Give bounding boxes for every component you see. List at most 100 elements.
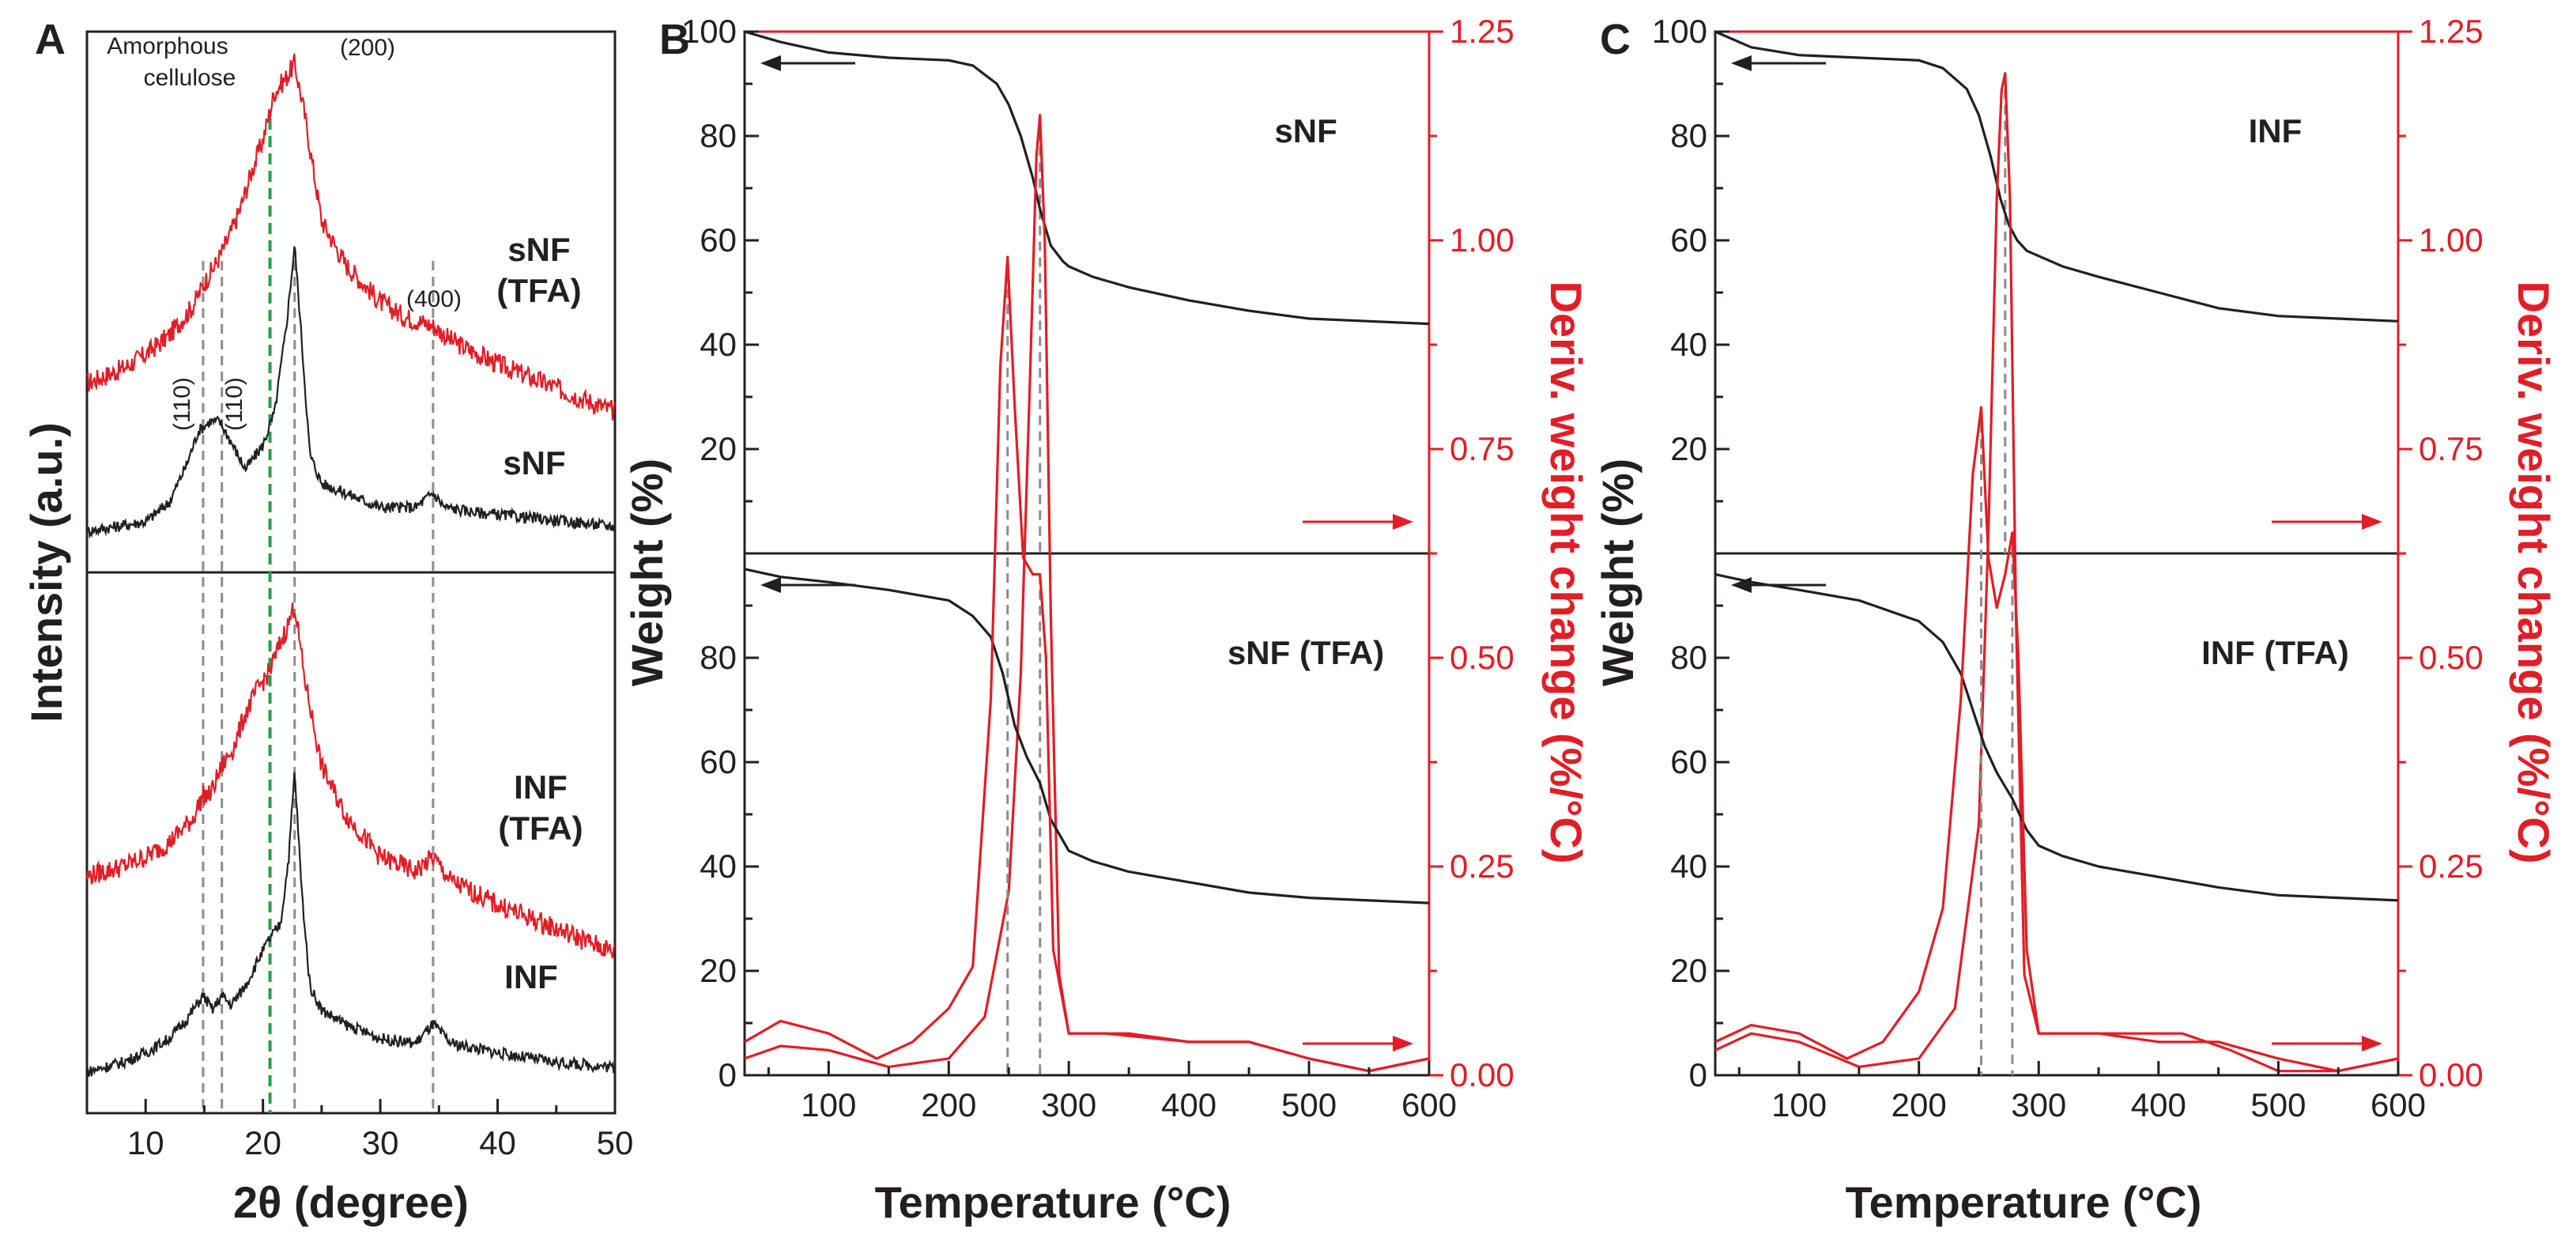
- tga-right-tick-label: 0.25: [1450, 848, 1514, 885]
- tga-left-tick-label: 40: [700, 848, 737, 885]
- tga-x-tick-label: 500: [1281, 1086, 1337, 1123]
- tga-left-tick-label: 60: [1670, 743, 1707, 780]
- weight-axis-arrow-head: [1731, 55, 1752, 71]
- xrd-x-tick-label: 20: [244, 1124, 281, 1161]
- weight-axis-arrow-head: [1731, 577, 1752, 593]
- tga-x-tick-label: 400: [1161, 1086, 1216, 1123]
- tga-x-tick-label: 200: [921, 1086, 976, 1123]
- xrd-series-label: (TFA): [498, 810, 583, 847]
- xrd-x-tick-label: 40: [479, 1124, 516, 1161]
- panel-b-content: 0.00 0.25 0.50 0.75 1.00 1.25 20 40 60 80 100 sNF 0 2…: [681, 13, 1514, 1123]
- panel-c-xlabel: Temperature (°C): [1846, 1177, 2202, 1227]
- tga-x-tick-label: 100: [801, 1086, 856, 1123]
- peak-200-label: (200): [340, 35, 395, 61]
- deriv-axis-arrow-head: [1393, 514, 1413, 530]
- panel-b: B 0.00 0.25 0.50 0.75 1.00 1.25 20 40 60 80 100 sNF…: [622, 13, 1591, 1227]
- deriv-axis-arrow-head: [2362, 514, 2382, 530]
- deriv-axis-arrow-head: [1393, 1036, 1413, 1052]
- tga-right-tick-label: 0.75: [1450, 430, 1514, 467]
- peak-110b-label: (110): [221, 377, 247, 431]
- tga-left-tick-label: 80: [700, 639, 737, 676]
- xrd-series-label: INF: [514, 768, 568, 806]
- tga-right-tick-label: 1.00: [1450, 221, 1514, 259]
- xrd-series-label: sNF: [503, 444, 565, 481]
- panel-c: C 0.00 0.25 0.50 0.75 1.00 1.25 20 40 60 80 100 INF…: [1593, 13, 2559, 1227]
- tga-right-tick-label: 1.25: [2419, 13, 2484, 50]
- panel-a-curves: [85, 53, 616, 1077]
- tga-left-tick-label: 40: [1670, 848, 1707, 885]
- peak-400-label: (400): [406, 286, 462, 312]
- tga-weight-curve: [1714, 30, 2399, 323]
- amorphous-label-line1: Amorphous: [107, 33, 228, 59]
- tga-left-tick-label: 100: [681, 13, 737, 50]
- peak-110a-label: (110): [169, 377, 195, 431]
- tga-deriv-curve: [744, 255, 1430, 1073]
- panel-a-letter: A: [35, 16, 66, 63]
- tga-right-tick-label: 0.25: [2419, 848, 2484, 885]
- xrd-series-label: INF: [504, 958, 558, 995]
- tga-right-tick-label: 0.75: [2419, 430, 2484, 467]
- tga-right-tick-label: 1.00: [2419, 221, 2484, 259]
- tga-left-tick-label: 40: [700, 326, 737, 363]
- weight-axis-arrow-head: [760, 55, 781, 71]
- panel-a-ylabel: Intensity (a.u.): [21, 422, 71, 723]
- tga-x-tick-label: 500: [2250, 1086, 2306, 1123]
- panel-c-ylabel-left: Weight (%): [1593, 459, 1643, 686]
- panel-c-ylabel-right: Deriv. weight change (%/°C): [2509, 281, 2559, 863]
- tga-left-tick-label: 80: [1670, 117, 1707, 154]
- tga-right-tick-label: 1.25: [1450, 13, 1514, 50]
- tga-left-tick-label: 100: [1652, 13, 1707, 50]
- tga-left-tick-label: 0: [1689, 1056, 1707, 1093]
- tga-right-tick-label: 0.50: [1450, 639, 1514, 676]
- tga-right-tick-label: 0.00: [2419, 1056, 2484, 1093]
- weight-axis-arrow-head: [760, 577, 781, 593]
- tga-right-tick-label: 0.00: [1450, 1056, 1514, 1093]
- panel-c-content: 0.00 0.25 0.50 0.75 1.00 1.25 20 40 60 80 100 INF 0 2…: [1652, 13, 2484, 1123]
- panel-b-ylabel-left: Weight (%): [622, 459, 672, 686]
- tga-left-tick-label: 40: [1670, 326, 1707, 363]
- tga-weight-curve: [744, 30, 1430, 326]
- tga-sample-label: INF (TFA): [2201, 634, 2349, 671]
- panel-c-letter: C: [1600, 16, 1631, 63]
- tga-deriv-curve: [744, 114, 1430, 1073]
- xrd-series-label: sNF: [507, 231, 570, 268]
- tga-left-tick-label: 60: [700, 743, 737, 780]
- tga-x-tick-label: 600: [2370, 1086, 2426, 1123]
- xrd-x-tick-label: 10: [127, 1124, 164, 1161]
- xrd-curve-inf-tfa: [85, 602, 616, 959]
- tga-sample-label: sNF: [1274, 112, 1337, 149]
- tga-left-tick-label: 20: [700, 952, 737, 989]
- xrd-x-tick-label: 30: [362, 1124, 399, 1161]
- xrd-curve-snf-tfa: [86, 53, 616, 421]
- panel-a-xlabel: 2θ (degree): [233, 1177, 469, 1227]
- tga-x-tick-label: 300: [1041, 1086, 1096, 1123]
- tga-left-tick-label: 0: [718, 1056, 737, 1093]
- tga-deriv-curve: [1714, 72, 2399, 1073]
- tga-deriv-curve: [1714, 406, 2399, 1073]
- tga-x-tick-label: 300: [2011, 1086, 2066, 1123]
- tga-left-tick-label: 60: [1670, 221, 1707, 259]
- tga-right-tick-label: 0.50: [2419, 639, 2484, 676]
- panel-b-letter: B: [659, 16, 690, 63]
- tga-left-tick-label: 60: [700, 221, 737, 259]
- tga-x-tick-label: 400: [2131, 1086, 2186, 1123]
- xrd-curve-snf: [85, 246, 616, 539]
- deriv-axis-arrow-head: [2362, 1036, 2382, 1052]
- panel-b-xlabel: Temperature (°C): [875, 1177, 1231, 1227]
- tga-left-tick-label: 20: [1670, 952, 1707, 989]
- xrd-curve-inf: [86, 772, 616, 1077]
- tga-left-tick-label: 20: [700, 430, 737, 467]
- xrd-x-tick-label: 50: [597, 1124, 634, 1161]
- tga-sample-label: INF: [2249, 112, 2303, 149]
- tga-x-tick-label: 100: [1771, 1086, 1827, 1123]
- tga-left-tick-label: 20: [1670, 430, 1707, 467]
- panel-b-ylabel-right: Deriv. weight change (%/°C): [1541, 281, 1591, 863]
- tga-x-tick-label: 600: [1401, 1086, 1457, 1123]
- tga-weight-curve: [1714, 572, 2399, 902]
- tga-x-tick-label: 200: [1891, 1086, 1947, 1123]
- tga-left-tick-label: 80: [700, 117, 737, 154]
- panel-a-guides: [202, 119, 435, 1113]
- panel-a-ticks: 10 20 30 40 50: [85, 1099, 634, 1161]
- panel-a-series-labels: sNF (TFA) sNF INF (TFA) INF: [496, 231, 583, 995]
